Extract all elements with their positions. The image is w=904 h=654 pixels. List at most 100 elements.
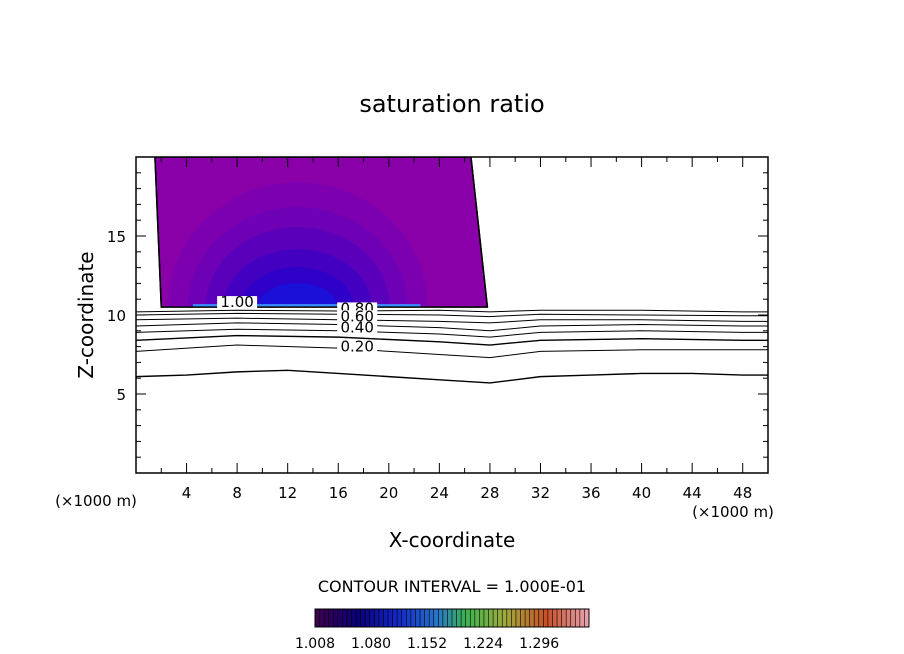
colorbar-tick-label: 1.008 <box>295 636 335 652</box>
colorbar-tick-label: 1.080 <box>351 636 391 652</box>
colorbar-cell <box>534 609 540 627</box>
colorbar-cell <box>378 609 384 627</box>
fill-zone-max <box>192 304 421 308</box>
fill-mask <box>136 307 768 473</box>
colorbar-tick-label: 1.224 <box>463 636 503 652</box>
colorbar-cell <box>479 609 485 627</box>
y-tick-label: 10 <box>107 307 126 325</box>
colorbar-cell <box>337 609 343 627</box>
colorbar-cell <box>346 609 353 627</box>
x-tick-label: 28 <box>480 484 499 502</box>
colorbar-cell <box>333 609 339 627</box>
colorbar-cell <box>543 609 549 627</box>
colorbar-cell <box>397 609 403 627</box>
colorbar-cell <box>538 609 544 627</box>
colorbar-cell <box>575 609 581 627</box>
colorbar-cell <box>447 609 453 627</box>
contour-line <box>136 369 768 384</box>
colorbar-cell <box>483 609 490 627</box>
colorbar-cell <box>547 609 553 627</box>
contour-label: 0.60 <box>340 307 373 325</box>
colorbar-tick-label: 1.152 <box>407 636 447 652</box>
colorbar-cell <box>415 609 421 627</box>
colorbar-cell <box>328 609 334 627</box>
x-tick-label: 40 <box>632 484 651 502</box>
contour-label-bg <box>337 321 378 335</box>
contour-line <box>136 328 768 338</box>
colorbar-cell <box>470 609 476 627</box>
contour-label-bg <box>337 340 378 354</box>
colorbar-cell <box>497 609 503 627</box>
contour-line <box>136 344 768 359</box>
colorbar-cell <box>356 609 362 627</box>
contour-label: 1.00 <box>220 293 253 311</box>
colorbar-cell <box>488 609 494 627</box>
chart-title: saturation ratio <box>359 90 544 118</box>
y-axis-label: Z-coordinate <box>74 251 98 378</box>
colorbar-cell <box>525 609 531 627</box>
colorbar-cell <box>529 609 535 627</box>
contour-line <box>136 322 768 332</box>
contour-labels: 1.00 0.800.600.400.20 <box>217 293 378 355</box>
x-unit-right: (×1000 m) <box>692 503 774 521</box>
colorbar <box>314 609 590 627</box>
colorbar-cell <box>515 609 521 627</box>
colorbar-cell <box>392 609 398 627</box>
colorbar-cell <box>465 609 471 627</box>
y-tick-label: 5 <box>116 386 126 404</box>
x-tick-label: 44 <box>683 484 702 502</box>
colorbar-cell <box>442 609 448 627</box>
x-tick-label: 16 <box>329 484 348 502</box>
y-tick-label: 15 <box>107 228 126 246</box>
colorbar-frame <box>314 608 590 628</box>
x-tick-label: 36 <box>581 484 600 502</box>
colorbar-cell <box>474 609 480 627</box>
colorbar-cell <box>493 609 499 627</box>
fill-region-outline <box>154 157 489 308</box>
colorbar-cell <box>351 609 357 627</box>
contour-line <box>136 334 768 346</box>
contour-label-bg <box>337 310 378 324</box>
colorbar-cell <box>561 609 567 627</box>
contour-line <box>136 309 768 313</box>
colorbar-cell <box>369 609 375 627</box>
colorbar-cell <box>406 609 412 627</box>
colorbar-cell <box>433 609 439 627</box>
x-tick-label: 4 <box>182 484 192 502</box>
colorbar-cell <box>420 609 426 627</box>
x-unit-left: (×1000 m) <box>55 492 137 510</box>
contour-line <box>136 312 768 318</box>
colorbar-cell <box>452 609 458 627</box>
colorbar-cell <box>557 609 563 627</box>
colorbar-cell <box>429 609 435 627</box>
colorbar-cell <box>388 609 394 627</box>
colorbar-cell <box>401 609 407 627</box>
x-tick-label: 48 <box>733 484 752 502</box>
colorbar-cell <box>502 609 508 627</box>
contour-lines <box>136 309 768 384</box>
colorbar-cell <box>552 609 558 627</box>
x-tick-label: 12 <box>278 484 297 502</box>
x-tick-label: 32 <box>531 484 550 502</box>
colorbar-cell <box>342 609 348 627</box>
colorbar-cell <box>319 609 325 627</box>
colorbar-cell <box>566 609 572 627</box>
colorbar-cell <box>374 609 380 627</box>
colorbar-cell <box>410 609 416 627</box>
x-tick-label: 8 <box>232 484 242 502</box>
colorbar-cell <box>456 609 462 627</box>
colorbar-cell <box>365 609 371 627</box>
x-axis-label: X-coordinate <box>389 528 516 552</box>
colorbar-cell <box>511 609 517 627</box>
colorbar-cell <box>315 609 321 627</box>
colorbar-cell <box>424 609 430 627</box>
x-tick-label: 24 <box>430 484 449 502</box>
contour-label: 0.40 <box>340 318 373 336</box>
contour-interval-label: CONTOUR INTERVAL = 1.000E-01 <box>318 577 586 596</box>
colorbar-cell <box>383 609 389 627</box>
colorbar-cell <box>438 609 444 627</box>
contour-line <box>136 317 768 324</box>
colorbar-cell <box>360 609 366 627</box>
